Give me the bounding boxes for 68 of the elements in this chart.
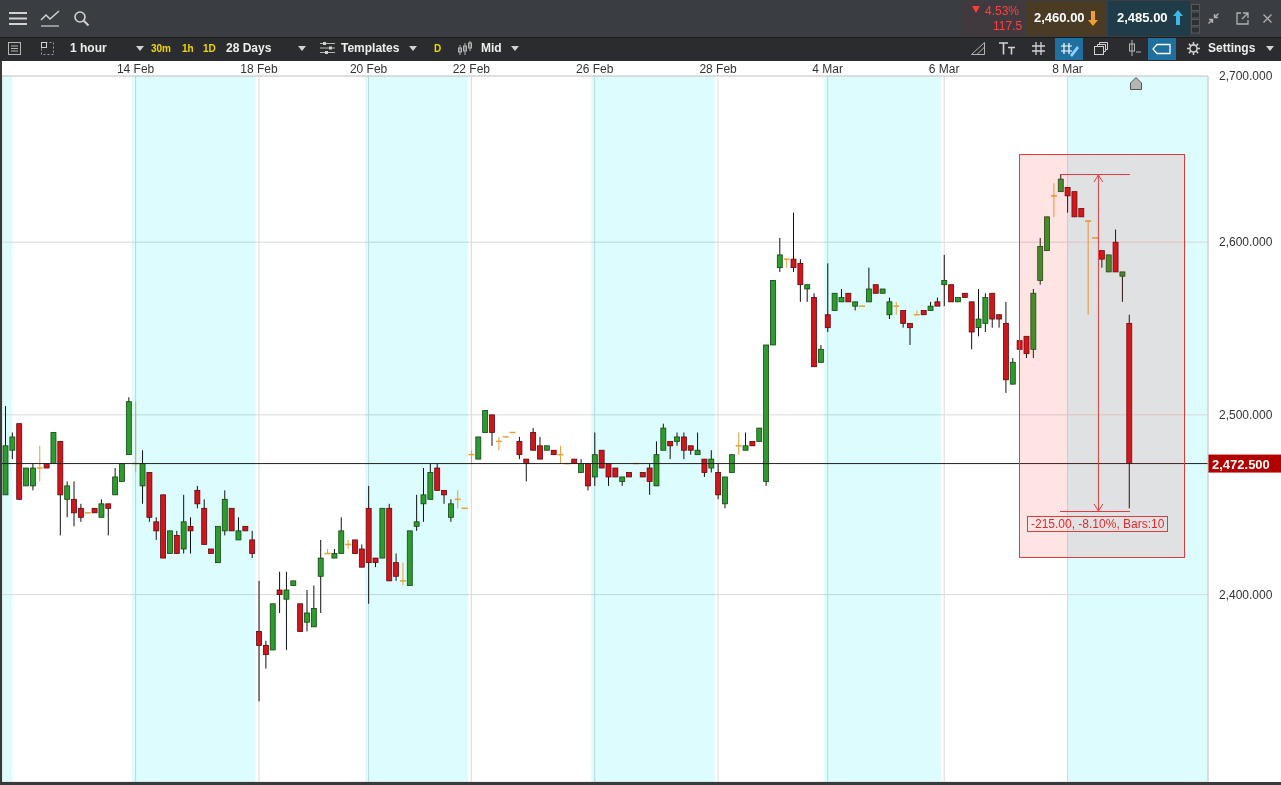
- candlestick: [139, 449, 146, 505]
- candlestick: [708, 449, 715, 473]
- candlestick: [776, 237, 783, 273]
- candlestick: [173, 530, 180, 555]
- text: D: [434, 42, 442, 56]
- candlestick: [413, 494, 420, 532]
- candlestick: [1098, 250, 1105, 269]
- x-tick-label: 26 Feb: [576, 62, 614, 76]
- candlestick: [249, 530, 256, 559]
- x-tick-label: 14 Feb: [116, 62, 155, 76]
- candlestick: [660, 423, 667, 451]
- candlestick: [941, 254, 948, 307]
- candlestick: [235, 516, 242, 541]
- candlestick: [448, 498, 454, 523]
- y-tick-label: 2,600.000: [1219, 235, 1273, 250]
- candlestick: [734, 432, 743, 456]
- candlestick: [228, 507, 235, 532]
- candlestick: [187, 516, 194, 555]
- candlestick: [317, 539, 324, 614]
- candlestick: [591, 432, 598, 487]
- candlestick: [674, 432, 680, 447]
- text: Templates: [341, 41, 400, 55]
- candlestick: [1084, 220, 1092, 316]
- text: 4.53%: [985, 4, 1020, 18]
- candlestick: [36, 445, 44, 482]
- candlestick: [516, 436, 523, 460]
- candlestick: [824, 262, 831, 333]
- candlestick: [865, 267, 872, 303]
- candlestick: [105, 503, 112, 536]
- text: 1D: [203, 42, 216, 56]
- y-tick-label: 2,500.000: [1219, 408, 1273, 423]
- text: 30m: [151, 42, 172, 56]
- text: 1 hour: [70, 41, 107, 55]
- x-tick-label: 18 Feb: [240, 62, 278, 76]
- x-tick-label: 4 Mar: [812, 62, 844, 76]
- x-tick-label: 28 Feb: [699, 62, 738, 76]
- text: 117.5: [993, 19, 1023, 33]
- y-tick-label: 2,400.000: [1219, 587, 1273, 602]
- candlestick: [276, 571, 283, 614]
- candlestick: [694, 432, 701, 456]
- candlestick: [399, 562, 407, 586]
- candlestick: [283, 571, 290, 651]
- candlestick: [523, 458, 530, 482]
- text: 1h: [182, 42, 194, 56]
- y-tick-label: 2,700.000: [1219, 69, 1273, 84]
- text: 2,485.00: [1117, 10, 1168, 25]
- annotation: -215.00, -8.10%, Bars:10: [1027, 516, 1169, 532]
- text: Settings: [1208, 41, 1256, 55]
- candlestick: [489, 414, 495, 447]
- text: 2,460.00: [1034, 10, 1085, 25]
- candlestick: [1050, 182, 1058, 218]
- x-tick-label: 8 Mar: [1052, 62, 1083, 76]
- x-tick-label: 6 Mar: [928, 62, 960, 76]
- candlestick: [482, 409, 489, 434]
- text: 28 Days: [226, 41, 272, 55]
- ref-line-label: 2,472.500: [1212, 456, 1270, 472]
- text: Mid: [481, 41, 502, 55]
- candlestick: [585, 463, 591, 491]
- x-tick-label: 22 Feb: [452, 62, 491, 76]
- candlestick: [1009, 357, 1016, 385]
- candlestick: [167, 530, 173, 555]
- x-tick-label: 20 Feb: [349, 62, 388, 76]
- candlestick: [1119, 271, 1126, 303]
- candlestick: [715, 463, 722, 500]
- candlestick: [475, 436, 482, 460]
- candlestick: [886, 297, 893, 320]
- candlestick: [194, 485, 201, 509]
- candlestick: [64, 480, 71, 518]
